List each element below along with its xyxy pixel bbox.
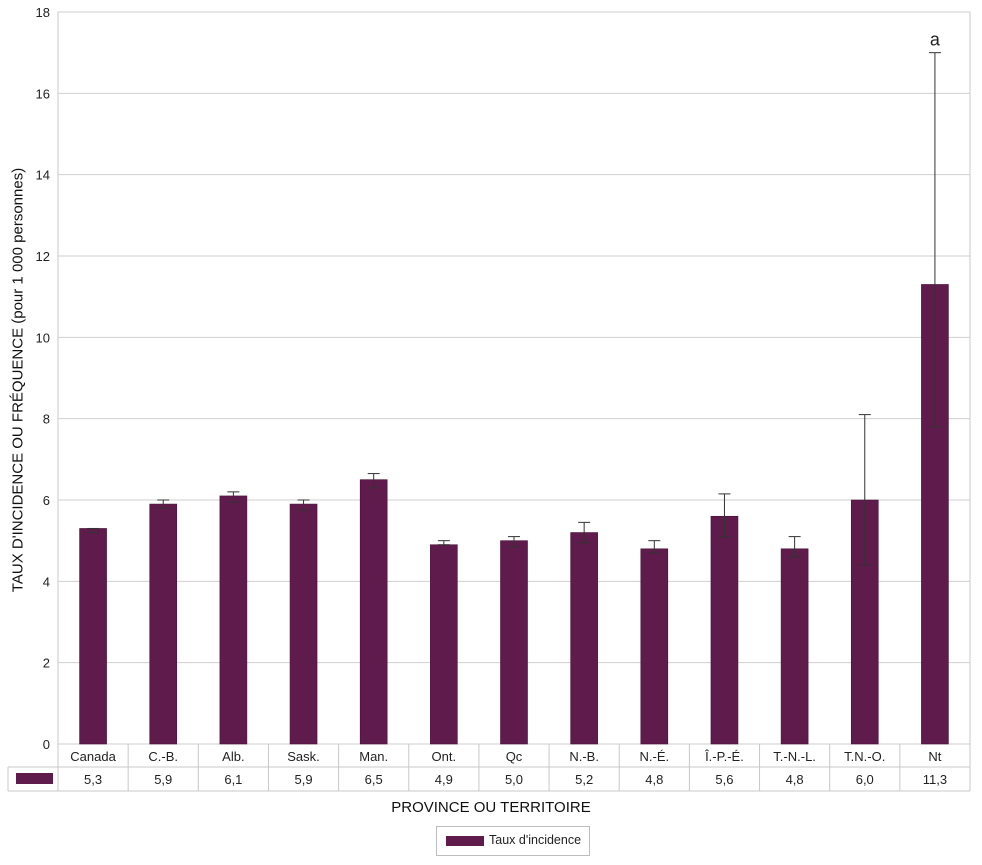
bar-10 bbox=[710, 515, 739, 745]
y-tick-label: 4 bbox=[43, 574, 50, 589]
bar-4 bbox=[289, 503, 318, 745]
table-series-swatch bbox=[16, 773, 53, 784]
category-label: Man. bbox=[359, 749, 388, 764]
value-label: 5,6 bbox=[715, 772, 733, 787]
category-label: Alb. bbox=[222, 749, 244, 764]
category-label: C.-B. bbox=[148, 749, 178, 764]
category-label: N.-É. bbox=[639, 749, 669, 764]
category-label: N.-B. bbox=[569, 749, 599, 764]
bar-7 bbox=[500, 540, 528, 745]
y-axis-label: TAUX D'INCIDENCE OU FRÉQUENCE (pour 1 00… bbox=[9, 167, 27, 593]
value-label: 4,9 bbox=[435, 772, 453, 787]
category-label: Î.-P.-É. bbox=[704, 749, 744, 764]
bar-9 bbox=[640, 548, 669, 745]
value-label: 5,9 bbox=[154, 772, 172, 787]
y-tick-label: 10 bbox=[36, 330, 50, 345]
y-tick-label: 8 bbox=[43, 412, 50, 427]
category-label: Nt bbox=[928, 749, 941, 764]
category-label: T.N.-O. bbox=[844, 749, 885, 764]
value-label: 5,3 bbox=[84, 772, 102, 787]
bar-3 bbox=[219, 495, 248, 745]
y-tick-label: 12 bbox=[36, 249, 50, 264]
value-label: 5,9 bbox=[294, 772, 312, 787]
value-label: 5,2 bbox=[575, 772, 593, 787]
value-label: 6,1 bbox=[224, 772, 242, 787]
value-label: 6,5 bbox=[365, 772, 383, 787]
y-tick-label: 0 bbox=[43, 737, 50, 752]
category-label: Canada bbox=[70, 749, 116, 764]
y-tick-label: 2 bbox=[43, 656, 50, 671]
bar-8 bbox=[570, 532, 598, 745]
bar-2 bbox=[149, 503, 178, 745]
category-label: Ont. bbox=[432, 749, 457, 764]
bar-6 bbox=[430, 544, 458, 745]
y-tick-label: 14 bbox=[36, 168, 50, 183]
annotation-label: a bbox=[930, 30, 941, 50]
value-label: 4,8 bbox=[786, 772, 804, 787]
category-label: Sask. bbox=[287, 749, 320, 764]
bar-1 bbox=[79, 528, 107, 745]
value-label: 4,8 bbox=[645, 772, 663, 787]
value-label: 11,3 bbox=[923, 772, 947, 787]
legend-label: Taux d'incidence bbox=[489, 833, 582, 847]
legend: Taux d'incidence bbox=[436, 826, 590, 856]
bar-5 bbox=[359, 479, 388, 745]
y-tick-label: 6 bbox=[43, 493, 50, 508]
x-axis-label: PROVINCE OU TERRITOIRE bbox=[391, 799, 591, 816]
category-label: T.-N.-L. bbox=[773, 749, 816, 764]
y-tick-label: 18 bbox=[36, 5, 50, 20]
value-label: 6,0 bbox=[856, 772, 874, 787]
y-tick-label: 16 bbox=[36, 86, 50, 101]
category-label: Qc bbox=[506, 749, 523, 764]
value-label: 5,0 bbox=[505, 772, 523, 787]
legend-swatch bbox=[446, 836, 484, 846]
bar-11 bbox=[780, 548, 809, 745]
